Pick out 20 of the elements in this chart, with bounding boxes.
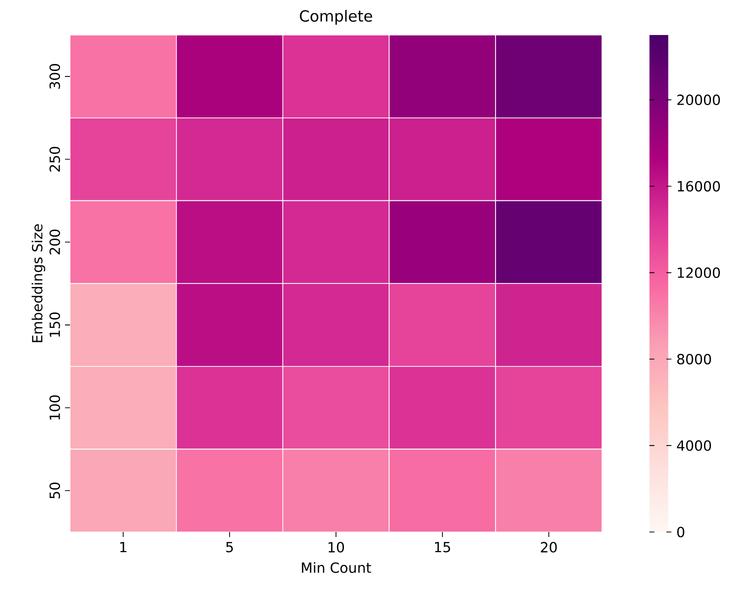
y-tick-label: 50	[49, 482, 60, 498]
x-axis-title: Min Count	[302, 562, 372, 573]
x-tick-label: 5	[226, 542, 233, 552]
y-axis-title: Embeddings Size	[32, 224, 46, 342]
y-tick-label: 300	[49, 64, 60, 89]
color-bar-label: 12000	[678, 267, 720, 278]
x-tick-label: 1	[120, 542, 126, 552]
color-bar-label: 20000	[677, 94, 720, 106]
x-tick-label: 10	[328, 542, 344, 553]
color-bar-label: 0	[677, 526, 684, 538]
color-bar-label: 4000	[677, 440, 711, 451]
y-tick-label: 100	[49, 395, 60, 420]
x-tick-label: 15	[435, 542, 450, 552]
y-tick-label: 150	[49, 312, 60, 337]
y-tick-label: 250	[49, 146, 60, 172]
chart-title: Complete	[300, 10, 372, 25]
y-tick-label: 200	[49, 230, 60, 254]
color-bar-label: 16000	[678, 180, 720, 192]
color-bar-label: 8000	[677, 354, 711, 364]
x-tick-label: 20	[540, 542, 557, 553]
